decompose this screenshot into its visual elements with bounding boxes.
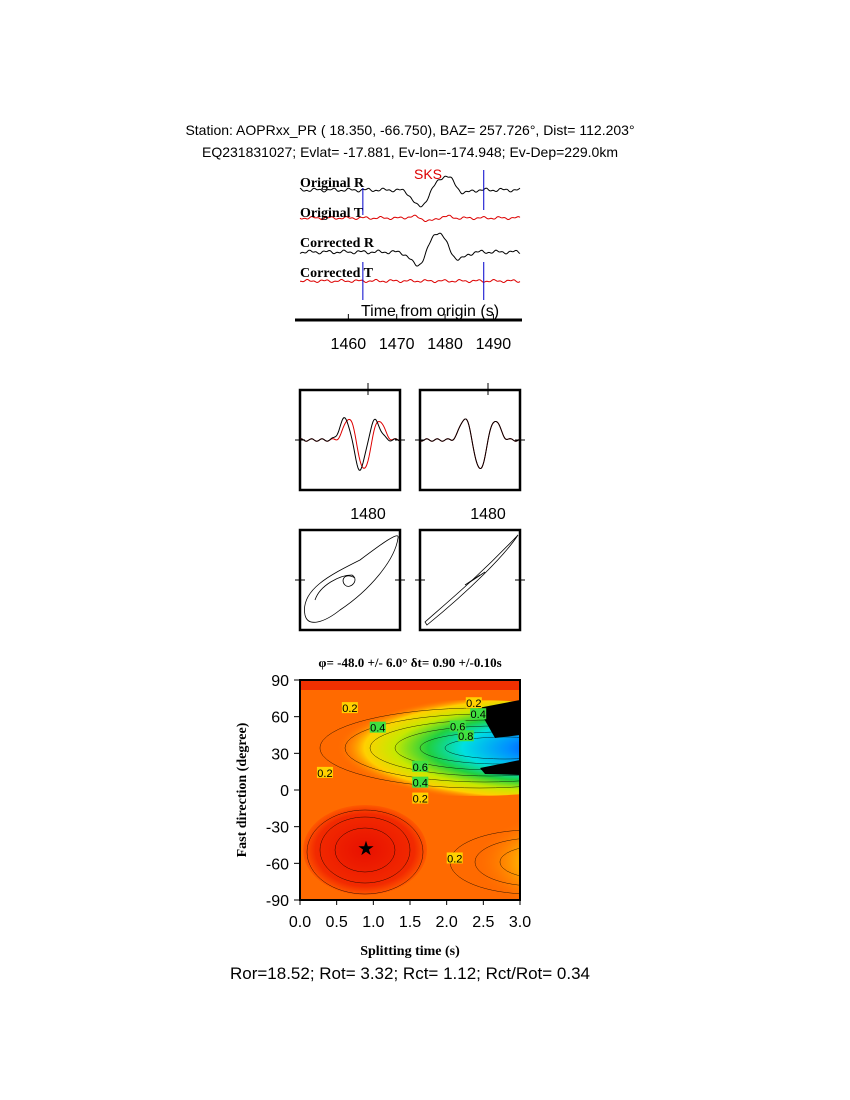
zoom-trace — [299, 417, 401, 472]
x-tick-label: 1460 — [331, 336, 367, 353]
y-tick-label: -30 — [266, 820, 289, 837]
x-tick-label: 1480 — [350, 506, 386, 523]
y-axis-title: Fast direction (degree) — [235, 722, 250, 857]
x-axis-label: Time from origin (s) — [361, 303, 499, 320]
particle-motion-left — [304, 535, 399, 623]
contour-label-bg — [449, 720, 466, 732]
particle-frame — [418, 528, 522, 632]
contour-label: 0.2 — [413, 794, 428, 806]
y-tick-label: 0 — [280, 783, 289, 800]
contour-label-bg — [412, 760, 429, 772]
particle-motion-right — [424, 534, 519, 626]
contour-label: 0.2 — [466, 698, 481, 710]
trace — [299, 214, 521, 222]
contour-label: 0.2 — [447, 853, 462, 865]
contour-label: 0.4 — [413, 778, 428, 790]
contour-label: 0.8 — [458, 731, 473, 743]
contour-label-bg — [412, 792, 429, 804]
x-tick-label: 2.5 — [472, 914, 494, 931]
contour-label-bg — [412, 776, 429, 788]
phase-label: SKS — [414, 166, 442, 182]
contour-label-bg — [465, 697, 482, 709]
contour-label: 0.2 — [317, 768, 332, 780]
x-tick-label: 2.0 — [436, 914, 458, 931]
contour-label: 0.2 — [342, 703, 357, 715]
y-tick-label: 60 — [271, 710, 289, 727]
zoom-trace — [419, 418, 521, 470]
contour-label-bg — [341, 702, 358, 714]
x-tick-label: 1.0 — [362, 914, 384, 931]
trace-label: Corrected T — [300, 266, 374, 281]
particle-frame — [298, 528, 402, 632]
contour-label: 0.6 — [413, 762, 428, 774]
contour-label: 0.4 — [471, 709, 486, 721]
zoom-trace — [419, 418, 521, 470]
trace-label: Original R — [300, 176, 365, 191]
footer: Ror=18.52; Rot= 3.32; Rct= 1.12; Rct/Rot… — [230, 964, 590, 983]
x-tick-label: 1.5 — [399, 914, 421, 931]
x-tick-label: 1470 — [379, 336, 415, 353]
x-tick-label: 3.0 — [509, 914, 531, 931]
contour-label-bg — [446, 852, 463, 864]
x-tick-label: 1480 — [427, 336, 463, 353]
contour-label-bg — [369, 721, 386, 733]
event-info: EQ231831027; Evlat= -17.881, Ev-lon=-174… — [202, 144, 618, 160]
y-tick-label: 90 — [271, 673, 289, 690]
y-tick-label: 30 — [271, 746, 289, 763]
x-tick-label: 0.0 — [289, 914, 311, 931]
contour-label: 0.4 — [370, 723, 385, 735]
x-tick-label: 1490 — [476, 336, 512, 353]
contour-label-bg — [470, 708, 487, 720]
y-tick-label: -60 — [266, 856, 289, 873]
trace — [299, 232, 521, 267]
x-tick-label: 0.5 — [326, 914, 348, 931]
zoom-trace — [299, 418, 401, 469]
x-tick-label: 1480 — [470, 506, 506, 523]
station-info: Station: AOPRxx_PR ( 18.350, -66.750), B… — [185, 122, 634, 138]
trace-label: Corrected R — [300, 236, 375, 251]
best-fit-star — [358, 840, 374, 856]
chart-title: φ= -48.0 +/- 6.0° δt= 0.90 +/-0.10s — [318, 655, 501, 670]
y-tick-label: -90 — [266, 893, 289, 910]
contour-label-bg — [457, 730, 474, 742]
x-axis-title: Splitting time (s) — [360, 944, 460, 959]
trace-label: Original T — [300, 206, 364, 221]
contour-label-bg — [316, 766, 333, 778]
